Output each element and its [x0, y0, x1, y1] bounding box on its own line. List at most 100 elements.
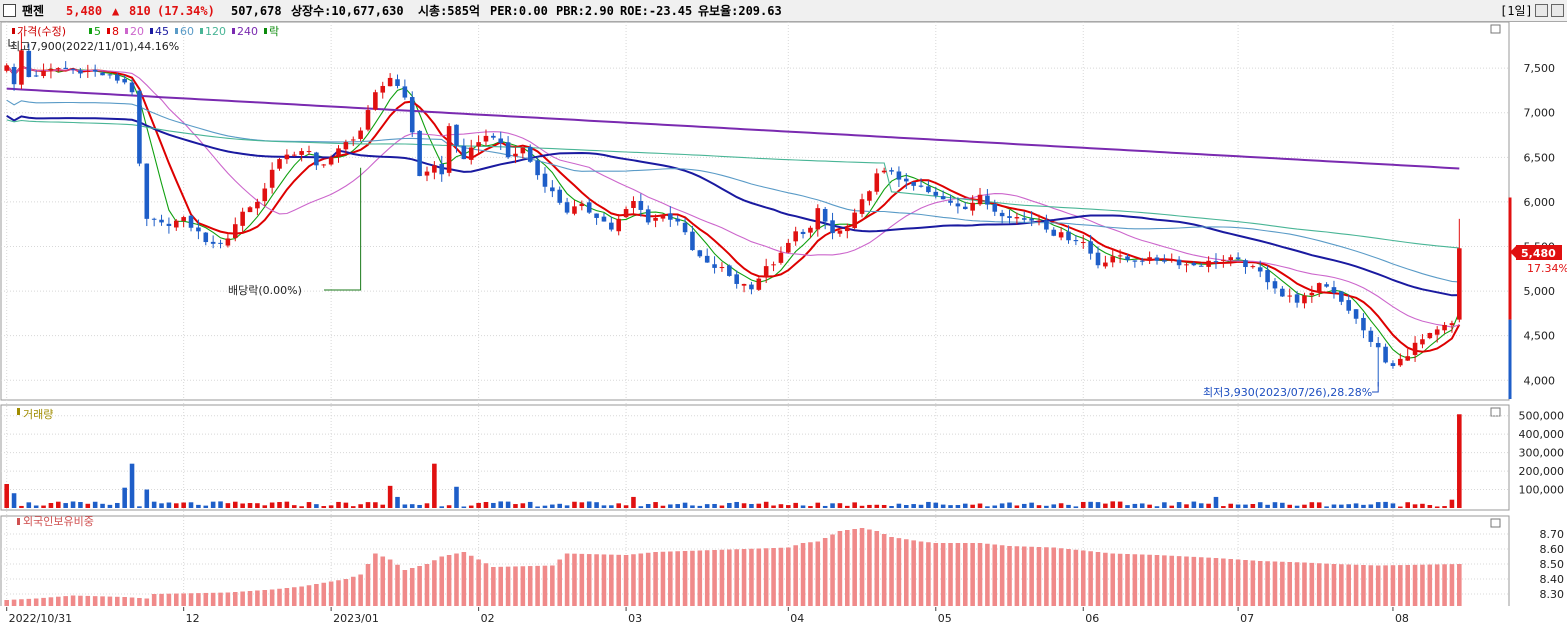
- candle-body: [1044, 220, 1049, 230]
- foreign-ratio-bar: [1250, 560, 1256, 606]
- candle-body: [845, 227, 850, 232]
- candle: [564, 197, 570, 215]
- foreign-ratio-bar: [461, 552, 467, 606]
- candle: [778, 246, 784, 265]
- volume-bar: [129, 463, 135, 508]
- foreign-ratio-bar: [616, 554, 621, 606]
- volume-bar: [933, 502, 939, 508]
- candle: [1117, 249, 1123, 264]
- volume-bar: [343, 502, 349, 508]
- foreign-ratio-bar: [527, 566, 533, 606]
- candle-body: [11, 66, 17, 85]
- foreign-ratio-bar: [1036, 547, 1042, 606]
- candle-body: [240, 211, 245, 226]
- candle-body: [926, 186, 931, 193]
- candle: [660, 213, 666, 222]
- foreign-ratio-bar: [100, 596, 105, 606]
- foreign-ratio-bar: [911, 540, 916, 606]
- panel-frame: [0, 22, 1510, 401]
- candle-body: [33, 75, 39, 77]
- candle: [409, 91, 415, 137]
- candle-body: [85, 70, 91, 72]
- foreign-ratio-bar: [402, 570, 408, 606]
- candle-body: [867, 191, 872, 201]
- foreign-ratio-bar: [1412, 564, 1418, 606]
- maximize-icon[interactable]: [1535, 4, 1548, 17]
- volume-bar: [1442, 506, 1447, 508]
- candle-body: [1412, 342, 1418, 355]
- candle: [196, 219, 201, 240]
- candle-body: [1316, 283, 1322, 293]
- up-arrow-icon: ▲: [112, 4, 120, 18]
- candle-body: [336, 148, 341, 156]
- foreign-ratio-bar: [1095, 552, 1101, 606]
- foreign-ratio-bar: [476, 559, 481, 606]
- foreign-ratio-bar: [151, 594, 157, 606]
- candle-body: [19, 50, 24, 85]
- volume-bar: [446, 505, 452, 508]
- foreign-ratio-bar: [572, 553, 577, 606]
- candle: [1398, 353, 1403, 367]
- candle-body: [1088, 241, 1093, 254]
- stock-name[interactable]: 팬젠: [22, 4, 45, 18]
- foreign-ratio-bar: [1434, 564, 1440, 606]
- candle-body: [1051, 229, 1057, 236]
- volume-bar: [845, 505, 850, 508]
- candle-body: [409, 97, 415, 133]
- candle: [358, 127, 363, 142]
- candle: [1449, 320, 1455, 333]
- foreign-ratio-bar: [682, 551, 688, 606]
- foreign-ratio-bar: [1346, 564, 1351, 606]
- foreign-ratio-bar: [955, 543, 961, 606]
- close-icon[interactable]: [1551, 4, 1564, 17]
- candle: [992, 199, 998, 217]
- candle-body: [786, 242, 791, 253]
- foreign-ratio-bar: [1309, 562, 1315, 606]
- foreign-ratio-bar: [727, 549, 732, 606]
- volume-bar: [1361, 504, 1366, 508]
- candle: [1088, 234, 1093, 260]
- foreign-ratio-bar: [1080, 550, 1086, 606]
- candle-body: [1228, 257, 1234, 261]
- panel-maximize-icon: [1490, 518, 1501, 528]
- candle-body: [417, 130, 422, 177]
- period-selector[interactable]: [1일]: [1500, 4, 1533, 18]
- foreign-ratio-bar: [1405, 564, 1410, 606]
- candle-body: [461, 145, 467, 160]
- candle: [1014, 212, 1020, 225]
- foreign-ratio-bar: [1162, 555, 1167, 606]
- candle-body: [601, 216, 607, 222]
- candle-body: [321, 164, 327, 166]
- foreign-ratio-bar: [1125, 554, 1130, 606]
- candle: [601, 213, 607, 222]
- candle: [476, 135, 481, 154]
- volume-bar: [1375, 502, 1381, 508]
- volume-bar: [181, 502, 186, 508]
- foreign-ratio-bar: [771, 548, 776, 606]
- candle-body: [1434, 329, 1440, 335]
- volume-bar: [645, 504, 651, 508]
- volume-bar: [749, 503, 754, 508]
- candle: [881, 167, 887, 174]
- candle: [1162, 254, 1167, 264]
- select-checkbox[interactable]: [3, 4, 16, 17]
- volume-bars: [4, 414, 1462, 508]
- volume-bar: [690, 505, 695, 508]
- volume-bar: [4, 484, 9, 508]
- legend-swatch: [89, 28, 92, 34]
- candle-body: [107, 74, 113, 76]
- candle: [299, 148, 304, 162]
- ma-45-line: [6, 114, 1460, 297]
- candle: [144, 163, 150, 227]
- foreign-ratio-bar: [948, 543, 953, 606]
- volume-bar: [1206, 503, 1211, 508]
- legend-label: 5: [94, 25, 101, 38]
- volume-bar: [365, 502, 371, 508]
- candle-body: [609, 222, 614, 230]
- foreign-ratio-bar: [1390, 565, 1396, 606]
- candle: [395, 74, 400, 89]
- legend-label: 240: [237, 25, 258, 38]
- foreign-ratio-bar: [756, 548, 762, 606]
- candle-body: [822, 208, 828, 222]
- candle-body: [1007, 216, 1012, 218]
